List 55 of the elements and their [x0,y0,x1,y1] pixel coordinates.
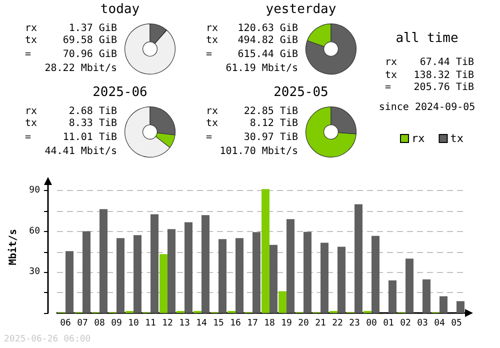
text: rx 2.68 TiB [25,106,117,117]
text: rx 1.37 GiB [25,23,117,34]
x-tick-label: 16 [230,318,241,328]
text: tx 138.32 TiB [385,70,474,80]
x-tick-label: 20 [298,318,309,328]
x-tick-label: 09 [111,318,122,328]
x-tick-label: 22 [332,318,343,328]
text: = 11.01 TiB [25,132,117,143]
x-tick-label: 21 [315,318,326,328]
text: = 205.76 TiB [385,82,474,93]
text: = 615.44 GiB [206,49,298,60]
text: tx 69.58 GiB [25,35,117,46]
text: all time [394,31,460,46]
x-tick-label: 00 [366,318,377,328]
x-tick-label: 02 [400,318,411,328]
x-tick-label: 17 [247,318,258,328]
text: 44.41 Mbit/s [44,146,117,157]
x-tick-label: 01 [383,318,394,328]
x-tick-label: 13 [179,318,190,328]
x-tick-label: 10 [128,318,139,328]
text: rx 120.63 GiB [206,23,298,34]
text: = 30.97 TiB [206,132,298,143]
x-tick-label: 11 [145,318,156,328]
text: rx 67.44 TiB [385,57,474,68]
text: tx 494.82 GiB [206,35,298,46]
x-tick-label: 18 [264,318,275,328]
x-tick-label: 15 [213,318,224,328]
text: = 70.96 GiB [25,49,117,60]
chart-title: 2025-06 [92,85,148,100]
text: since 2024-09-05 [378,102,476,113]
x-tick-label: 07 [77,318,88,328]
chart-title: 2025-05 [272,85,330,100]
x-tick-label: 12 [162,318,173,328]
x-tick-label: 05 [451,318,462,328]
y-axis-title: Mbit/s [6,228,19,266]
legend-label: tx [450,132,464,145]
x-tick-label: 14 [196,318,207,328]
x-tick-label: 06 [60,318,71,328]
legend-label: rx [412,132,426,145]
text: 28.22 Mbit/s [44,63,117,74]
y-tick-label: 90 [29,186,40,196]
chart-title: yesterday [264,2,338,17]
x-tick-label: 23 [349,318,360,328]
text: rx 22.85 TiB [206,106,298,117]
x-tick-label: 08 [94,318,105,328]
x-tick-label: 19 [281,318,292,328]
x-tick-label: 03 [417,318,428,328]
x-tick-label: 04 [434,318,445,328]
text: tx 8.33 TiB [25,118,117,129]
text: 61.19 Mbit/s [224,63,298,74]
y-tick-label: 30 [29,267,40,278]
chart-title: today [99,2,141,17]
text: tx 8.12 TiB [206,118,298,129]
text: 101.70 Mbit/s [218,146,298,157]
y-tick-label: 60 [29,226,40,236]
